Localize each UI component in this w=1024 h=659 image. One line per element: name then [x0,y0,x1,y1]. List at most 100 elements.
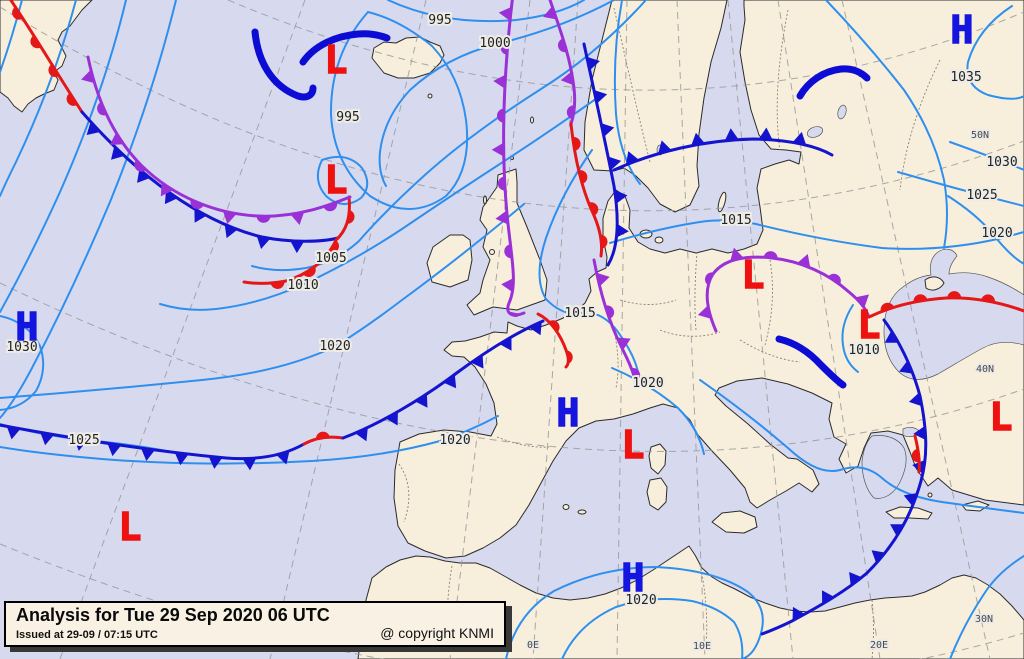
isobar-line [0,0,23,73]
isobar-line [609,219,1024,250]
cold-front-line [612,137,834,172]
warm-front-semicircle [190,199,204,210]
black-sea [883,248,1024,380]
cold-front-triangle [908,392,922,407]
pressure-label: 1005 [315,251,346,266]
pressure-label: 1000 [479,36,510,51]
island-man [489,249,495,255]
isobar-line [159,95,601,311]
isobar-line [0,415,499,465]
cold-front-triangle [174,452,189,466]
trough-line [299,30,391,66]
low-pressure-symbol: L [325,158,348,202]
warm-front-semicircle [500,40,509,55]
cold-front-triangle [855,294,870,308]
isobar-line [251,0,647,272]
warm-front-semicircle [880,302,895,312]
cold-front-triangle [884,330,899,343]
pressure-label: 1020 [319,339,350,354]
cold-front-triangle [608,156,622,171]
cold-front-triangle [601,123,615,137]
island-sardinia [646,477,668,511]
pressure-label: 1025 [966,188,997,203]
cold-front-triangle [797,253,811,268]
warm-front [867,291,1024,319]
cold-front-line [341,319,545,440]
warm-front-semicircle [504,244,513,259]
warm-front [242,195,355,289]
cold-front [80,110,340,254]
cold-front-triangle [109,132,124,146]
cold-front-line [760,318,928,636]
cold-front-triangle [821,590,835,605]
pressure-label: 1015 [720,213,751,228]
cold-front-triangle [107,443,122,457]
cold-front-triangle [730,247,744,262]
cold-front-triangle [208,456,223,469]
coastline-north-africa [357,545,1024,659]
occluded-front [491,0,526,317]
low-pressure-symbol: L [622,423,645,467]
isobar-line [0,315,45,411]
cold-front [612,127,834,172]
warm-front-line [913,434,921,474]
warm-front-semicircle [66,92,78,106]
cold-front-triangle [73,437,88,451]
cold-front-triangle [913,426,926,441]
warm-front-semicircle [303,266,316,277]
cold-front-triangle [529,321,542,336]
labels-layer: 995 1000 995 1005 1010 1020 1030 1025 1020 1015 10… [4,11,1019,654]
high-pressure-symbol: H [16,305,39,349]
pressure-label: 1020 [625,593,656,608]
warm-front-semicircle [578,170,588,184]
cold-front-triangle [616,223,629,238]
cold-front-triangle [501,278,514,293]
cold-front-triangle [40,432,55,446]
low-pressure-symbol: L [990,395,1013,439]
copyright-text: @ copyright KNMI [380,625,494,641]
island-balearic [562,504,570,510]
isobar-line [538,149,639,373]
low-pressure-symbol: L [119,505,142,549]
cold-front-triangle [86,121,101,136]
cold-front-triangle [560,71,574,86]
high-pressure-symbol: H [951,8,974,52]
isobar-line [378,0,615,187]
cold-front-triangle [691,132,705,146]
island-hebrides [483,195,487,205]
pressure-label: 1020 [981,226,1012,241]
latlon-label: 50N [971,130,989,141]
cold-front-triangle [493,74,506,89]
low-pressure-symbol: L [742,253,765,297]
cold-front-triangle [792,606,805,621]
latlon-label: 10E [693,641,711,652]
aegean-sea [861,435,907,499]
trough-line [775,335,847,389]
trough-line [251,28,317,101]
lake-onega [837,104,847,120]
cold-front-triangle [724,128,739,141]
cold-front-triangle [849,571,862,586]
cold-front-triangle [543,6,557,20]
island-faroe [427,93,433,99]
occluded-front-line [502,0,526,317]
cold-front [341,319,545,442]
latlon-label: 30N [975,614,993,625]
pressure-label: 1025 [68,433,99,448]
cold-front-triangle [222,210,237,225]
isobar-line [841,304,859,373]
pressure-label: 1020 [439,433,470,448]
cold-front-triangle [616,337,631,351]
pressure-label: 1010 [848,343,879,358]
pressure-label: 1015 [564,306,595,321]
island-funen [654,236,664,244]
cold-front-triangle [614,189,628,204]
island-sicily [711,510,758,534]
occluded-front [81,55,352,226]
warm-front-semicircle [704,272,714,286]
warm-front-semicircle [605,305,615,319]
cold-front-line [582,42,619,267]
